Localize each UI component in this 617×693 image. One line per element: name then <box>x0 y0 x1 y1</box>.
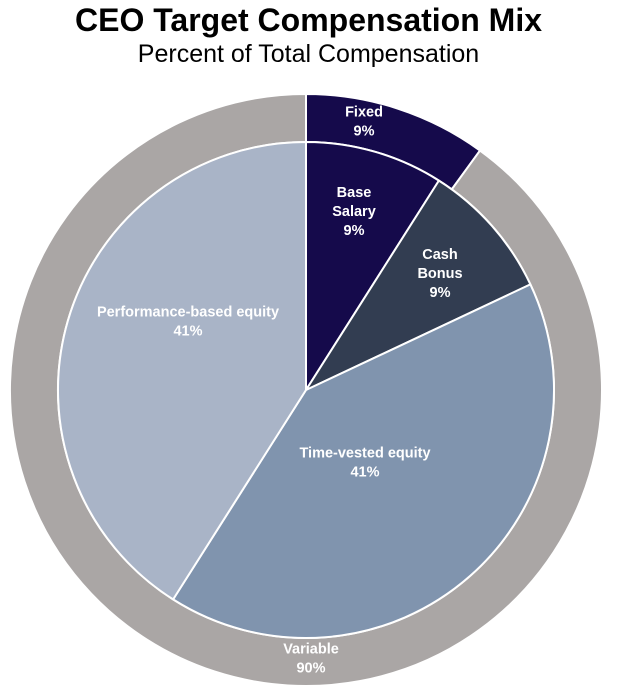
inner-slice-1 <box>305 179 532 391</box>
inner-slice-0 <box>305 141 440 391</box>
inner-slice-2 <box>172 283 555 639</box>
inner-slice-label-3: Performance-based equity 41% <box>97 305 279 340</box>
chart-title: CEO Target Compensation Mix <box>74 2 542 38</box>
inner-slice-3 <box>57 141 307 601</box>
chart-subtitle: Percent of Total Compensation <box>137 40 480 68</box>
inner-slice-label-2: Time-vested equity 41% <box>299 446 430 481</box>
inner-slice-label-1: Cash Bonus 9% <box>417 247 462 301</box>
outer-slice-label-1: Variable 90% <box>283 642 339 677</box>
outer-slice-label-0: Fixed 9% <box>345 105 383 140</box>
inner-slice-label-0: Base Salary 9% <box>332 185 376 239</box>
